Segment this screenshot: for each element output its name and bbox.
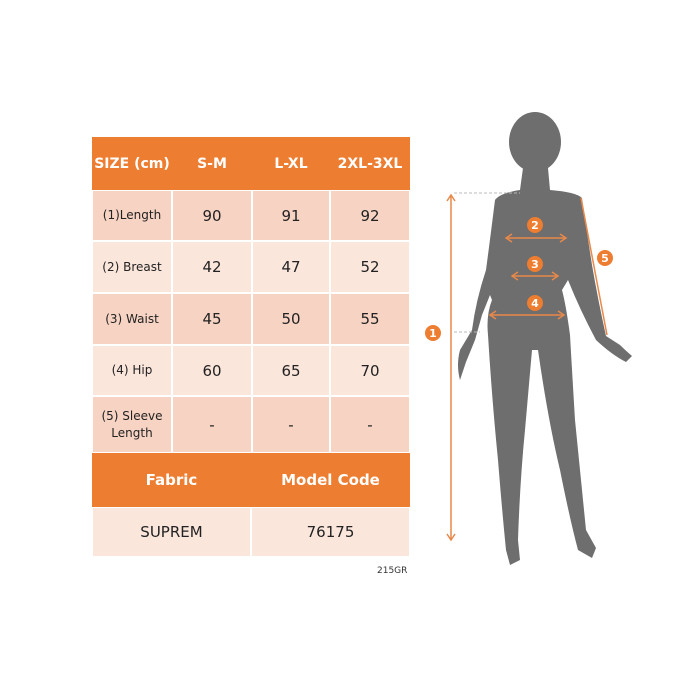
model-code-value: 76175 bbox=[251, 507, 410, 557]
table-row: (5) Sleeve Length - - - bbox=[92, 396, 410, 453]
cell: 90 bbox=[172, 190, 252, 241]
marker-3 bbox=[527, 256, 543, 272]
header-s-m: S-M bbox=[172, 137, 252, 190]
row-label: (3) Waist bbox=[92, 293, 172, 345]
marker-4 bbox=[527, 295, 543, 311]
cell: 47 bbox=[252, 241, 330, 293]
product-code: 215GR bbox=[377, 566, 408, 576]
table-header-row: SIZE (cm) S-M L-XL 2XL-3XL bbox=[92, 137, 410, 190]
size-chart-table: SIZE (cm) S-M L-XL 2XL-3XL (1)Length 90 … bbox=[92, 137, 410, 557]
markers: 1 2 3 4 5 bbox=[425, 217, 613, 341]
cell: - bbox=[252, 396, 330, 453]
row-label: (4) Hip bbox=[92, 345, 172, 396]
header-fabric: Fabric bbox=[92, 453, 251, 507]
sleeve-arrow bbox=[580, 197, 608, 336]
cell: 55 bbox=[330, 293, 410, 345]
marker-4-label: 4 bbox=[531, 297, 539, 310]
marker-2 bbox=[527, 217, 543, 233]
measurement-arrows bbox=[446, 193, 608, 542]
table-row: (1)Length 90 91 92 bbox=[92, 190, 410, 241]
cell: 45 bbox=[172, 293, 252, 345]
fabric-value: SUPREM bbox=[92, 507, 251, 557]
female-silhouette bbox=[458, 112, 632, 565]
cell: 52 bbox=[330, 241, 410, 293]
body-measurement-diagram: 1 2 3 4 5 bbox=[425, 112, 632, 565]
footer-header-row: Fabric Model Code bbox=[92, 453, 410, 507]
cell: - bbox=[172, 396, 252, 453]
marker-3-label: 3 bbox=[531, 258, 539, 271]
cell: - bbox=[330, 396, 410, 453]
cell: 91 bbox=[252, 190, 330, 241]
cell: 42 bbox=[172, 241, 252, 293]
footer-value-row: SUPREM 76175 bbox=[92, 507, 410, 557]
header-l-xl: L-XL bbox=[252, 137, 330, 190]
marker-1 bbox=[425, 325, 441, 341]
marker-5-label: 5 bbox=[601, 252, 609, 265]
row-label: (2) Breast bbox=[92, 241, 172, 293]
marker-1-label: 1 bbox=[429, 327, 437, 340]
header-model-code: Model Code bbox=[251, 453, 410, 507]
cell: 70 bbox=[330, 345, 410, 396]
guide-lines bbox=[454, 192, 520, 333]
marker-2-label: 2 bbox=[531, 219, 539, 232]
table-row: (2) Breast 42 47 52 bbox=[92, 241, 410, 293]
header-size: SIZE (cm) bbox=[92, 137, 172, 190]
cell: 65 bbox=[252, 345, 330, 396]
row-label: (1)Length bbox=[92, 190, 172, 241]
cell: 60 bbox=[172, 345, 252, 396]
marker-5 bbox=[597, 250, 613, 266]
cell: 92 bbox=[330, 190, 410, 241]
header-2xl-3xl: 2XL-3XL bbox=[330, 137, 410, 190]
table-row: (3) Waist 45 50 55 bbox=[92, 293, 410, 345]
row-label: (5) Sleeve Length bbox=[92, 396, 172, 453]
cell: 50 bbox=[252, 293, 330, 345]
table-row: (4) Hip 60 65 70 bbox=[92, 345, 410, 396]
